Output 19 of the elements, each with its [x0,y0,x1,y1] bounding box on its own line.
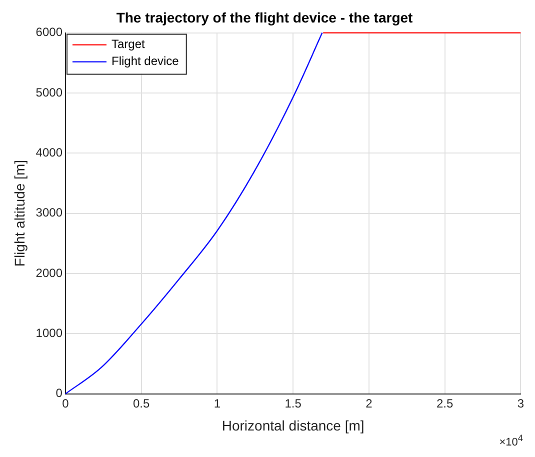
y-tick-label: 5000 [36,85,63,100]
y-tick-label: 2000 [36,266,63,280]
y-tick-label: 0 [56,386,63,400]
x-tick-label: 1.5 [284,396,302,410]
x-tick-label: 1 [214,396,221,410]
y-tick-label: 6000 [36,25,63,40]
text: ×10$^{4}$ [499,433,523,449]
x-axis-title: Horizontal distance [m] [222,417,364,434]
chart-title: The trajectory of the flight device - the target [116,9,414,26]
y-tick-label: 3000 [36,206,63,220]
x-tick-label: 2.5 [436,396,454,410]
x-tick-label: 3 [517,396,524,410]
y-tick-label: 1000 [36,326,63,340]
x-tick-label: 0.5 [133,396,150,410]
y-axis-title: Flight altitude [m] [11,160,28,267]
legend-label: Target [111,37,146,52]
x-tick-label: 2 [366,396,373,410]
y-tick-label: 4000 [36,145,63,160]
legend-label: Flight device [111,54,180,68]
